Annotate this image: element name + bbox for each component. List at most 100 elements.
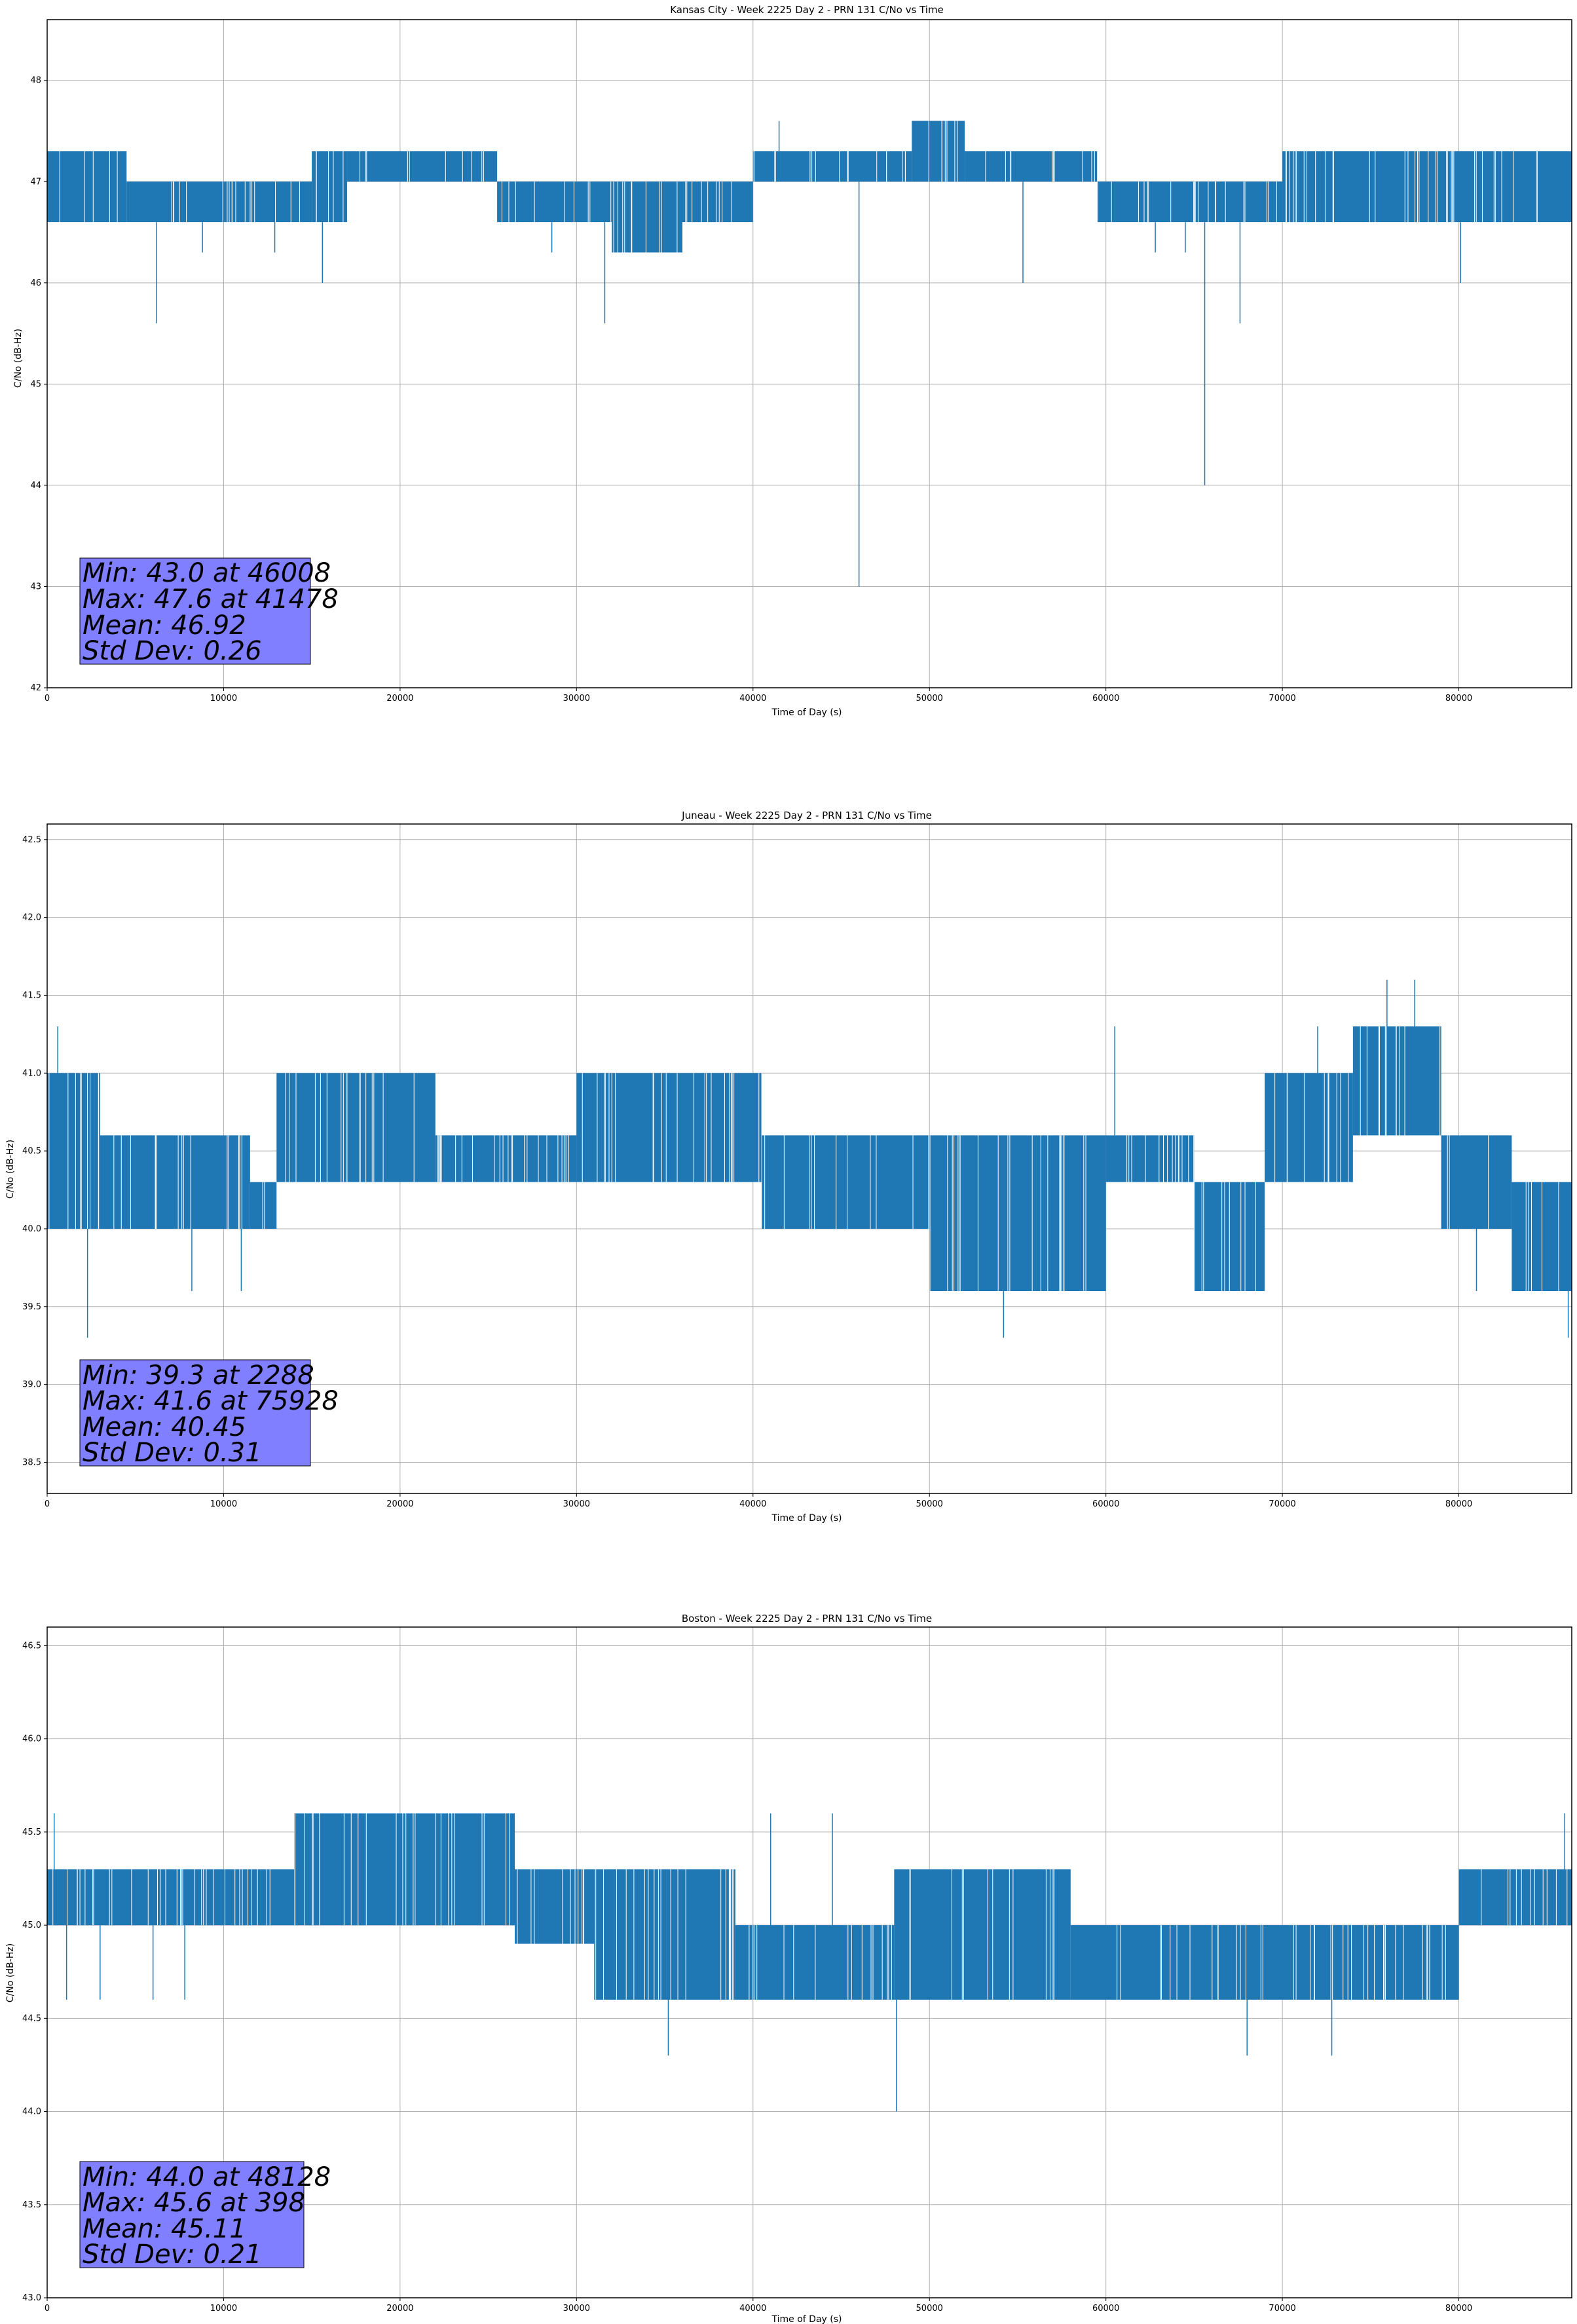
x-axis-label: Time of Day (s): [771, 2314, 842, 2324]
stats-std-dev: Std Dev: 0.31: [83, 1438, 262, 1468]
stats-min: Min: 43.0 at 46008: [83, 558, 331, 588]
x-tick-label: 80000: [1445, 694, 1472, 703]
data-band: [100, 1135, 250, 1229]
stats-min: Min: 39.3 at 2288: [83, 1360, 314, 1391]
data-band: [515, 1869, 595, 1944]
chart-title: Juneau - Week 2225 Day 2 - PRN 131 C/No …: [681, 810, 932, 821]
x-tick-label: 20000: [386, 2304, 413, 2314]
data-band: [735, 1925, 895, 2000]
x-tick-label: 60000: [1092, 2304, 1119, 2314]
x-tick-label: 40000: [739, 694, 766, 703]
data-band: [1070, 1925, 1459, 2000]
data-band: [762, 1135, 930, 1229]
y-tick-label: 45.5: [22, 1827, 41, 1837]
y-tick-label: 43.5: [22, 2200, 41, 2210]
stats-annotation-box: Min: 43.0 at 46008 Max: 47.6 at 41478 Me…: [79, 557, 339, 666]
chart-panel-boston: Boston - Week 2225 Day 2 - PRN 131 C/No …: [5, 1613, 1572, 2324]
y-tick-label: 44.0: [22, 2107, 41, 2117]
y-tick-label: 42.5: [22, 835, 41, 845]
data-band: [965, 151, 1098, 182]
stats-min: Min: 44.0 at 48128: [83, 2162, 331, 2192]
stats-max: Max: 47.6 at 41478: [83, 584, 339, 614]
stats-annotation-box: Min: 44.0 at 48128 Max: 45.6 at 398 Mean…: [79, 2161, 331, 2270]
data-band: [47, 151, 127, 223]
x-axis-label: Time of Day (s): [771, 707, 842, 718]
series-trace: [47, 979, 1572, 1338]
stats-box-background: [79, 1359, 311, 1467]
stats-annotation-box: Min: 39.3 at 2288 Max: 41.6 at 75928 Mea…: [79, 1359, 339, 1468]
x-tick-label: 10000: [210, 694, 237, 703]
data-band: [594, 1869, 735, 2000]
x-tick-label: 0: [45, 694, 50, 703]
y-tick-label: 47: [30, 177, 41, 187]
y-tick-label: 45.0: [22, 1921, 41, 1930]
data-band: [312, 151, 348, 223]
x-tick-label: 0: [45, 1499, 50, 1509]
x-tick-label: 30000: [563, 1499, 590, 1509]
x-tick-label: 10000: [210, 2304, 237, 2314]
stats-mean: Mean: 40.45: [83, 1412, 246, 1442]
y-tick-label: 40.0: [22, 1224, 41, 1234]
plot-frame: [46, 823, 1572, 1494]
x-tick-label: 70000: [1269, 1499, 1295, 1509]
x-tick-label: 20000: [386, 1499, 413, 1509]
plot-frame: [46, 19, 1572, 688]
y-tick-label: 46: [30, 278, 41, 288]
series-trace: [47, 121, 1572, 587]
x-axis-label: Time of Day (s): [771, 1513, 842, 1524]
x-tick-label: 10000: [210, 1499, 237, 1509]
x-tick-label: 60000: [1092, 694, 1119, 703]
x-tick-label: 20000: [386, 694, 413, 703]
data-band: [1105, 1135, 1195, 1182]
y-tick-label: 41.0: [22, 1068, 41, 1078]
y-tick-label: 46.5: [22, 1641, 41, 1651]
y-tick-label: 40.5: [22, 1146, 41, 1156]
stats-mean: Mean: 46.92: [83, 610, 246, 641]
series-trace: [47, 1813, 1572, 2112]
y-tick-label: 48: [30, 76, 41, 86]
y-tick-label: 38.5: [22, 1457, 41, 1467]
data-band: [1352, 1026, 1441, 1136]
stats-box-background: [79, 557, 311, 665]
data-band: [250, 1182, 277, 1229]
x-tick-label: 70000: [1269, 694, 1295, 703]
data-band: [435, 1135, 577, 1182]
x-tick-label: 80000: [1445, 2304, 1472, 2314]
data-band: [1441, 1135, 1512, 1229]
x-tick-label: 30000: [563, 2304, 590, 2314]
y-axis-label: C/No (dB-Hz): [13, 329, 24, 388]
data-band: [1097, 181, 1283, 223]
x-tick-label: 60000: [1092, 1499, 1119, 1509]
x-tick-label: 0: [45, 2304, 50, 2314]
data-band: [126, 181, 312, 223]
stats-max: Max: 45.6 at 398: [83, 2188, 305, 2218]
data-band: [894, 1869, 1071, 2000]
y-tick-label: 45: [30, 379, 41, 389]
data-band: [347, 151, 498, 182]
chart-title: Kansas City - Week 2225 Day 2 - PRN 131 …: [670, 4, 944, 16]
data-band: [1265, 1073, 1353, 1182]
data-band: [1282, 151, 1572, 223]
x-tick-label: 50000: [916, 2304, 943, 2314]
x-tick-label: 70000: [1269, 2304, 1295, 2314]
x-tick-label: 30000: [563, 694, 590, 703]
x-tick-label: 50000: [916, 1499, 943, 1509]
chart-title: Boston - Week 2225 Day 2 - PRN 131 C/No …: [682, 1613, 932, 1624]
x-tick-label: 40000: [739, 2304, 766, 2314]
data-band: [47, 1073, 100, 1229]
data-band: [929, 1135, 1106, 1292]
x-tick-label: 40000: [739, 1499, 766, 1509]
data-band: [912, 121, 965, 182]
y-tick-label: 43.0: [22, 2293, 41, 2303]
data-band: [276, 1073, 436, 1182]
y-tick-label: 39.5: [22, 1302, 41, 1312]
y-tick-label: 42: [30, 683, 41, 693]
y-tick-label: 46.0: [22, 1734, 41, 1744]
data-band: [752, 151, 912, 182]
chart-panel-kansas-city: Kansas City - Week 2225 Day 2 - PRN 131 …: [13, 4, 1572, 718]
y-axis-label: C/No (dB-Hz): [5, 1943, 16, 2002]
chart-panel-juneau: Juneau - Week 2225 Day 2 - PRN 131 C/No …: [5, 810, 1572, 1524]
plot-frame: [46, 1626, 1572, 2298]
y-tick-label: 44: [30, 481, 41, 491]
